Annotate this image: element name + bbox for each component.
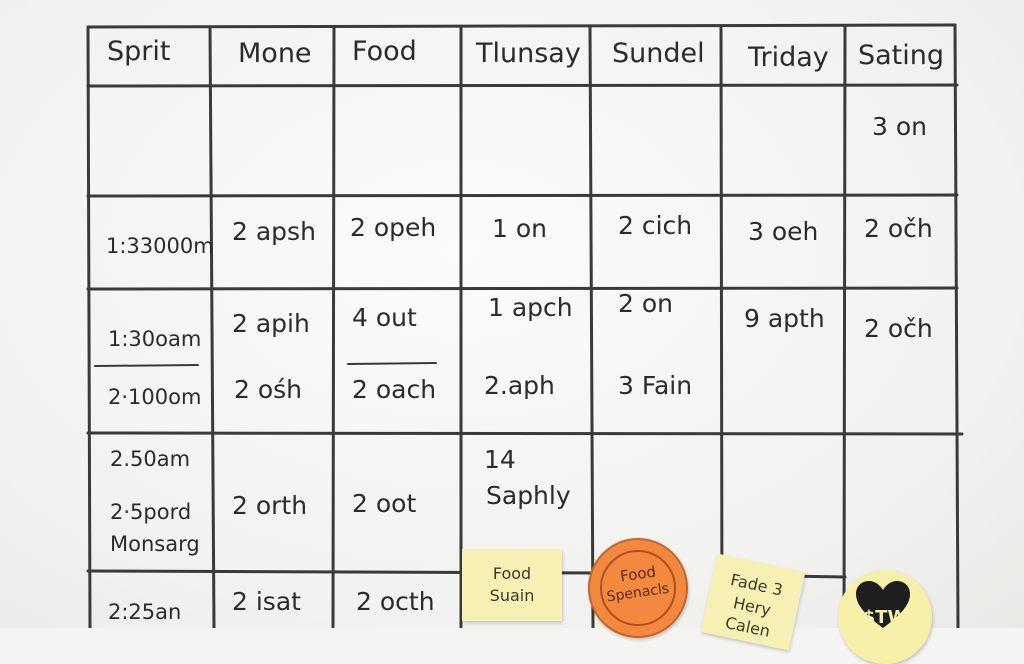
cell-entry: 3 Fain	[618, 371, 693, 400]
sticky-note-fade: Fade 3 Hery Calen	[700, 553, 806, 651]
cell-entry: 2.aph	[484, 371, 555, 400]
heart-sticker-label: $TW	[862, 607, 908, 628]
cell-entry: 2 oach	[352, 375, 437, 404]
cell-entry: 2 očh	[864, 314, 933, 343]
orange-sticker: Food Spenacls	[588, 538, 688, 638]
cell-entry: Saphly	[486, 481, 571, 510]
sticky-note-line: Suain	[489, 585, 535, 605]
cell-entry: 3 oeh	[748, 217, 819, 246]
cell-entry: 2 orth	[232, 491, 308, 520]
cell-entry: 14	[484, 445, 516, 474]
cell-entry: 1 apch	[488, 293, 573, 322]
header-day-5: Sundel	[612, 38, 705, 69]
header-day-7: Sating	[858, 40, 945, 71]
header-day-1: Sprit	[107, 36, 171, 67]
cell-entry: 2 apih	[232, 309, 310, 338]
cell-entry: 1 on	[492, 214, 547, 243]
cell-entry: 2 octh	[356, 587, 435, 616]
sticky-note-food: Food Suain	[462, 549, 562, 621]
cell-entry: 2 cich	[618, 211, 693, 240]
heart-sticker: $TW	[838, 570, 932, 664]
cell-entry: 9 apth	[744, 304, 825, 333]
heart-icon	[856, 581, 910, 628]
calendar-grid	[86, 23, 964, 628]
cell-entry: 2 očh	[864, 214, 933, 243]
header-day-3: Food	[352, 36, 417, 67]
time-label: 1:30oam	[108, 327, 202, 351]
time-label: 2.50am	[110, 447, 191, 471]
sticky-note-line: Food	[492, 564, 532, 583]
header-day-6: Triday	[748, 42, 829, 73]
time-label: 2:25an	[108, 600, 182, 624]
header-day-2: Mone	[238, 38, 312, 69]
cell-entry: 2 isat	[232, 587, 301, 616]
cell-entry: 3 on	[872, 112, 927, 141]
header-day-4: Tlunsay	[476, 38, 581, 69]
cell-entry: 2 ośh	[234, 375, 303, 404]
cell-entry: 2 apsh	[232, 217, 316, 246]
cell-entry: 2 on	[618, 289, 673, 318]
cell-entry: 2 opeh	[350, 213, 437, 242]
time-label: Monsarg	[110, 532, 200, 556]
time-label: 1:33000m	[106, 234, 214, 258]
time-label: 2·100om	[108, 385, 202, 409]
time-label: 2·5pord	[110, 500, 192, 524]
cell-entry: 2 oot	[352, 489, 417, 518]
cell-entry: 4 out	[352, 303, 417, 332]
